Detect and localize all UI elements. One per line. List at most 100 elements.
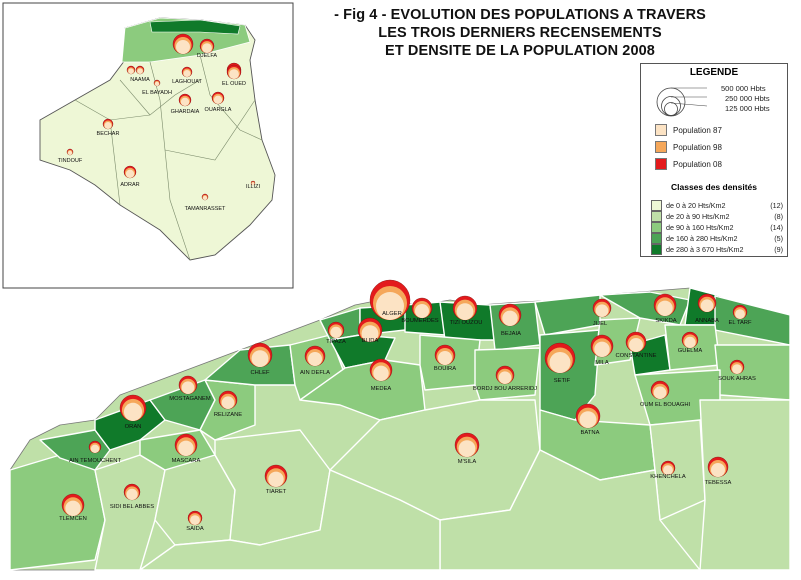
density-label-1: de 0 à 20 Hts/Km2 — [666, 201, 726, 210]
place-label: MEDEA — [371, 386, 392, 392]
zone-tebessa — [699, 399, 791, 571]
inset-map — [2, 2, 294, 289]
bubble-population-87 — [629, 338, 643, 352]
place-label: TINDOUF — [58, 158, 83, 164]
bubble-population-87 — [595, 304, 609, 318]
place-label: BORDJ BOU ARRERIDJ — [473, 386, 537, 392]
place-label: BLIDA — [362, 338, 379, 344]
legend-size-500k: 500 000 Hbts — [721, 84, 766, 93]
inset-boundaries — [74, 54, 263, 261]
legend-size-circle-small — [664, 102, 678, 116]
bubble-population-87 — [361, 325, 379, 342]
bubble-population-87 — [711, 463, 725, 477]
legend-box: LEGENDE 500 000 Hbts 250 000 Hbts 125 00… — [640, 63, 788, 257]
place-label: MOSTAGANEM — [169, 396, 211, 402]
place-label: CHLEF — [250, 370, 269, 376]
place-label: M'SILA — [458, 459, 477, 465]
place-label: ADRAR — [120, 182, 139, 188]
bubble-population-87 — [373, 365, 389, 381]
place-label: TIPAZA — [326, 339, 346, 345]
bubble-population-87 — [308, 352, 322, 366]
bubble-population-87 — [735, 309, 745, 319]
place-label: OUARGLA — [205, 107, 232, 113]
bubble-population-87 — [594, 341, 610, 357]
bubble-population-87 — [178, 440, 194, 456]
bubble-population-87 — [125, 169, 135, 178]
density-class-4: de 160 à 280 Hts/Km2 (5) — [651, 233, 783, 244]
bubble-population-87 — [330, 326, 342, 338]
place-label: SIDI BEL ABBES — [110, 504, 154, 510]
figure-title: - Fig 4 - EVOLUTION DES POPULATIONS A TR… — [300, 6, 740, 60]
main-map — [9, 287, 791, 571]
density-count-5: (9) — [774, 245, 783, 254]
bubble-population-87 — [458, 440, 476, 457]
place-label: GHARDAIA — [171, 109, 200, 115]
legend-swatch-pop-08 — [655, 158, 667, 170]
place-label: RELIZANE — [214, 412, 242, 418]
zone-souk-ahras — [714, 344, 791, 401]
density-label-2: de 20 à 90 Hts/Km2 — [666, 212, 730, 221]
legend-swatch-pop-98 — [655, 141, 667, 153]
legend-size-125k: 125 000 Hbts — [725, 104, 770, 113]
bubble-population-87 — [221, 396, 235, 410]
place-label: AIN DEFLA — [300, 370, 330, 376]
bubble-population-87 — [213, 95, 223, 105]
density-label-3: de 90 à 160 Hts/Km2 — [666, 223, 734, 232]
bubble-population-87 — [438, 351, 452, 365]
density-swatch-5 — [651, 244, 662, 255]
place-label: LAGHOUAT — [172, 79, 202, 85]
density-count-1: (12) — [770, 201, 783, 210]
legend-pop-87: Population 87 — [655, 124, 722, 136]
place-label: BOUMERDES — [401, 318, 438, 324]
place-label: BEJAIA — [501, 331, 521, 337]
bubble-population-87 — [549, 352, 571, 373]
place-label: JIJEL — [593, 321, 608, 327]
bubble-population-87 — [229, 69, 239, 79]
place-label: DJELFA — [197, 53, 218, 59]
bubble-population-87 — [376, 292, 404, 320]
density-class-3: de 90 à 160 Hts/Km2 (14) — [651, 222, 783, 233]
legend-title: LEGENDE — [689, 67, 739, 78]
place-labels: DJELFA NAAMA LAGHOUAT EL OUED EL BAYADH GHARD… — [58, 53, 756, 532]
density-count-3: (14) — [770, 223, 783, 232]
bubble-population-87 — [456, 303, 474, 320]
density-label-4: de 160 à 280 Hts/Km2 — [666, 234, 738, 243]
place-label: OUM EL BOUAGHI — [640, 402, 691, 408]
place-label: EL OUED — [222, 81, 246, 87]
title-line-1: - Fig 4 - EVOLUTION DES POPULATIONS A TR… — [334, 7, 706, 23]
place-label: SKIKDA — [655, 318, 676, 324]
legend-swatch-pop-87 — [655, 124, 667, 136]
legend-pop-87-label: Population 87 — [673, 125, 722, 135]
density-title: Classes des densités — [671, 182, 757, 192]
title-line-3: ET DENSITE DE LA POPULATION 2008 — [385, 43, 655, 59]
bubble-population-87 — [183, 70, 191, 77]
bubble-population-87 — [65, 500, 81, 516]
bubble-population-87 — [126, 488, 138, 500]
bubble-population-87 — [415, 304, 429, 318]
bubble-population-87 — [154, 81, 160, 86]
bubble-population-87 — [700, 299, 714, 313]
bubble-population-87 — [579, 411, 597, 428]
legend-pop-08-label: Population 08 — [673, 159, 722, 169]
legend-pop-08: Population 08 — [655, 158, 722, 170]
place-label: TIZI OUZOU — [450, 320, 483, 326]
density-class-2: de 20 à 90 Hts/Km2 (8) — [651, 211, 783, 222]
zone-khenchela — [649, 419, 706, 521]
place-label: EL TARF — [728, 320, 752, 326]
bubble-population-87 — [663, 465, 673, 475]
place-label: AIN TEMOUCHENT — [69, 458, 122, 464]
place-label: MASCARA — [172, 458, 201, 464]
density-swatch-2 — [651, 211, 662, 222]
legend-size-circle-large — [656, 87, 686, 117]
bubble-population-87 — [137, 68, 143, 74]
place-label: TIARET — [266, 489, 287, 495]
legend-pop-98: Population 98 — [655, 141, 722, 153]
place-label: TEBESSA — [705, 480, 732, 486]
zone-ain-temouchent — [39, 429, 111, 471]
density-count-2: (8) — [774, 212, 783, 221]
place-label: BOUIRA — [434, 366, 456, 372]
place-label: GUELMA — [678, 348, 703, 354]
place-label: SOUK AHRAS — [718, 376, 756, 382]
